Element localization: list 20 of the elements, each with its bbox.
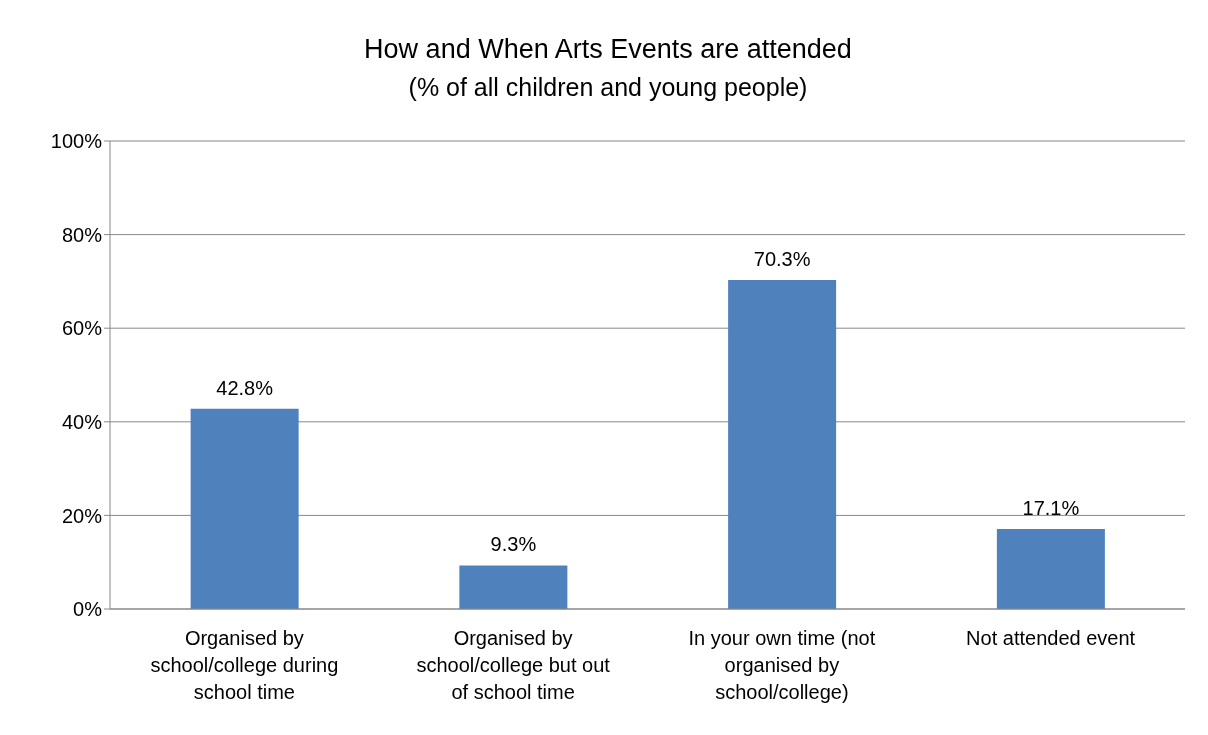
x-tick-label: Organised by school/college during school time bbox=[150, 627, 339, 703]
y-tick-label: 100% bbox=[50, 130, 103, 153]
data-label: 9.3% bbox=[490, 533, 537, 556]
data-label: 42.8% bbox=[216, 376, 274, 399]
bar bbox=[459, 565, 568, 609]
y-tick-label: 60% bbox=[61, 317, 103, 340]
bar bbox=[190, 408, 299, 609]
x-tick-label: In your own time (not organised by school/college) bbox=[688, 627, 876, 703]
x-tick-label: Organised by school/college but out of school time bbox=[416, 627, 611, 703]
y-tick-label: 40% bbox=[61, 410, 103, 433]
y-tick-label: 0% bbox=[73, 598, 103, 621]
bar bbox=[996, 528, 1105, 609]
bar bbox=[728, 280, 837, 609]
y-tick-label: 80% bbox=[61, 223, 103, 246]
data-label: 17.1% bbox=[1022, 496, 1080, 519]
y-tick-label: 20% bbox=[61, 504, 103, 527]
x-tick-label: Not attended event bbox=[966, 627, 1136, 649]
chart-subtitle: (% of all children and young people) bbox=[407, 73, 809, 102]
chart-title: How and When Arts Events are attended bbox=[363, 34, 853, 65]
data-label: 70.3% bbox=[753, 248, 811, 270]
